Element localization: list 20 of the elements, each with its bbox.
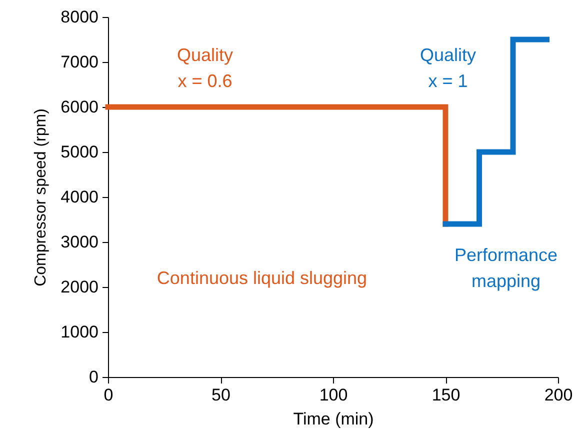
y-tick-label: 2000 — [60, 278, 98, 296]
y-tick-label: 7000 — [60, 52, 98, 72]
y-tick-label: 8000 — [60, 8, 98, 26]
x-tick-label: 0 — [104, 386, 114, 404]
annotation: Performance mapping — [454, 245, 558, 291]
y-tick-label: 5000 — [60, 142, 98, 162]
x-axis-title: Time (min) — [293, 410, 374, 428]
x-tick-label: 50 — [212, 386, 230, 404]
annotation: Quality x = 0.6 — [176, 45, 234, 91]
y-tick-label: 3000 — [60, 232, 98, 252]
x-tick-label: 100 — [319, 386, 348, 404]
x-tick-label: 200 — [544, 386, 573, 404]
x-tick-label: 150 — [432, 386, 460, 404]
y-tick-label: 0 — [89, 368, 98, 386]
y-tick-label: 1000 — [60, 322, 98, 342]
y-tick-label: 4000 — [60, 188, 98, 206]
annotation: Continuous liquid slugging — [156, 268, 368, 288]
y-tick-label: 6000 — [60, 98, 98, 116]
y-axis-title: Compressor speed (rpm) — [32, 108, 50, 286]
annotation: Quality x = 1 — [420, 45, 476, 91]
